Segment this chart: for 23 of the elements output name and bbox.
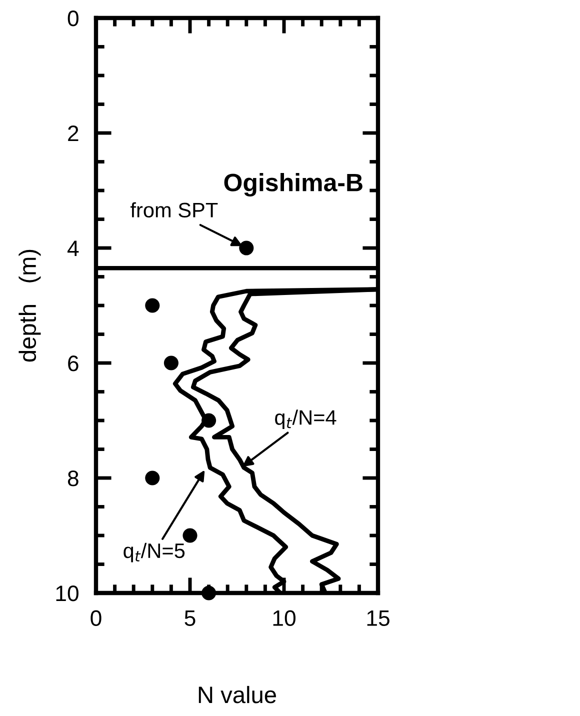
annotation: q$_{t}$/N=4 — [275, 410, 336, 430]
x-tick-label: 10 — [273, 610, 296, 626]
x-tick-label: 5 — [184, 610, 196, 626]
x-tick-label: 0 — [90, 610, 102, 626]
y-tick-label: 2 — [68, 126, 78, 142]
point — [202, 413, 216, 428]
point — [239, 240, 254, 256]
y-tick-label: 8 — [68, 470, 78, 486]
annotation: from SPT — [130, 202, 218, 218]
point — [145, 470, 160, 486]
x-axis-title: N value — [198, 686, 276, 704]
y-tick-label: 10 — [56, 586, 78, 602]
text: Ogishima-B — [224, 173, 362, 196]
y-tick-label: 6 — [68, 356, 78, 372]
y-axis-title: depth (m) — [18, 250, 41, 362]
y-tick-label: 0 — [68, 10, 78, 26]
point — [164, 356, 178, 370]
y-tick-label: 4 — [67, 240, 79, 256]
point — [145, 298, 160, 313]
annotation: q$_{t}$/N=5 — [124, 542, 185, 562]
point — [182, 528, 198, 543]
x-tick-label: 15 — [367, 610, 390, 626]
point — [202, 586, 216, 600]
